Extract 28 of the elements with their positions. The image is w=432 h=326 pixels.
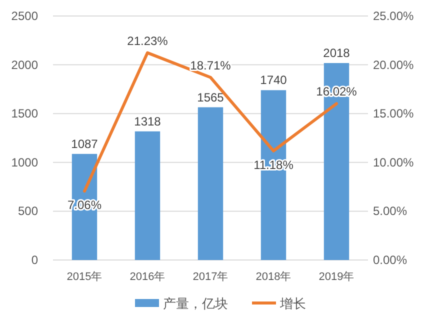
y2-tick-label: 10.00%: [373, 155, 414, 170]
y-tick-label: 1500: [11, 106, 38, 121]
y2-tick-label: 20.00%: [373, 58, 414, 72]
x-tick-label: 2017年: [192, 271, 228, 283]
y2-tick-label: 15.00%: [373, 106, 414, 121]
legend-label: 产量，亿块: [163, 296, 228, 311]
data-label: 18.71%: [190, 58, 232, 72]
x-tick-label: 2019年: [318, 271, 354, 283]
y-tick-label: 2500: [11, 9, 38, 23]
x-tick-label: 2016年: [130, 271, 166, 283]
data-label: 1565: [197, 90, 224, 104]
data-label: 1740: [260, 73, 288, 88]
data-label: 21.23%: [127, 34, 168, 48]
y-tick-label: 1000: [11, 155, 38, 170]
data-label: 1318: [134, 114, 162, 128]
data-label: 1087: [71, 136, 98, 151]
bar: [198, 107, 224, 260]
y-tick-label: 0: [31, 253, 38, 267]
y2-tick-label: 0.00%: [373, 253, 408, 267]
bar: [134, 131, 160, 260]
y2-tick-label: 5.00%: [373, 204, 408, 218]
legend-label: 增长: [279, 296, 306, 311]
x-tick-label: 2015年: [66, 271, 102, 283]
y-tick-label: 500: [18, 204, 38, 218]
x-tick-label: 2018年: [256, 271, 292, 283]
data-label: 2018: [323, 46, 350, 60]
y-tick-label: 2000: [11, 58, 38, 72]
y2-tick-label: 25.00%: [373, 9, 414, 23]
